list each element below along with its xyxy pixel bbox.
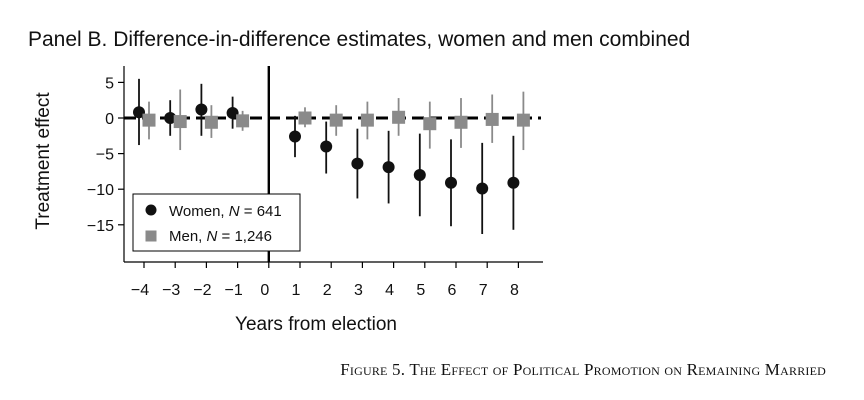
- men-point: [516, 113, 530, 127]
- y-tick-label: 5: [105, 75, 114, 92]
- women-point: [413, 168, 426, 181]
- x-tick-label: −4: [131, 282, 149, 299]
- men-point: [173, 115, 187, 129]
- women-point: [164, 112, 177, 124]
- x-tick-label: 0: [260, 282, 269, 299]
- legend-men-marker: [145, 230, 157, 242]
- men-point: [298, 111, 312, 125]
- x-tick-label: 3: [354, 282, 363, 299]
- men-point: [329, 113, 343, 127]
- men-point: [392, 110, 406, 124]
- x-tick-label: 5: [416, 282, 425, 299]
- women-point: [226, 107, 239, 120]
- men-series: [142, 89, 530, 151]
- x-tick-label: −1: [224, 282, 242, 299]
- men-point: [360, 113, 374, 127]
- figure-caption: Figure 5. The Effect of Political Promot…: [340, 360, 826, 379]
- x-tick-label: −3: [162, 282, 180, 299]
- women-point: [289, 130, 301, 143]
- women-point: [133, 106, 145, 119]
- legend-men-label: Men, N = 1,246: [169, 228, 272, 245]
- men-point: [454, 115, 468, 129]
- women-point: [195, 103, 208, 116]
- women-point: [507, 176, 520, 189]
- men-point: [142, 113, 156, 127]
- y-tick-label: 0: [105, 111, 114, 128]
- women-point: [351, 157, 364, 170]
- women-point: [445, 176, 457, 189]
- men-point: [423, 117, 437, 131]
- x-tick-label: 2: [323, 282, 332, 299]
- x-tick-label: 4: [385, 282, 394, 299]
- y-tick-label: −5: [96, 147, 114, 164]
- y-tick-label: −15: [87, 218, 114, 235]
- women-point: [476, 182, 489, 195]
- women-point: [382, 161, 395, 174]
- men-point: [204, 115, 218, 129]
- legend: Women, N = 641 Men, N = 1,246: [132, 193, 301, 252]
- x-axis-title: Years from election: [235, 314, 397, 335]
- women-point: [320, 140, 333, 153]
- women-series: [133, 78, 520, 235]
- x-tick-label: 1: [292, 282, 301, 299]
- men-point: [485, 112, 499, 126]
- y-tick-label: −10: [87, 182, 114, 199]
- men-point: [236, 114, 250, 128]
- legend-women-marker: [145, 204, 157, 216]
- x-tick-label: −2: [193, 282, 211, 299]
- y-axis-title: Treatment effect: [33, 92, 54, 230]
- x-tick-label: 8: [510, 282, 519, 299]
- legend-box: [132, 193, 301, 252]
- legend-women-label: Women, N = 641: [169, 203, 282, 220]
- x-tick-label: 7: [479, 282, 488, 299]
- x-tick-label: 6: [448, 282, 457, 299]
- panel-title: Panel B. Difference-in-difference estima…: [28, 28, 691, 51]
